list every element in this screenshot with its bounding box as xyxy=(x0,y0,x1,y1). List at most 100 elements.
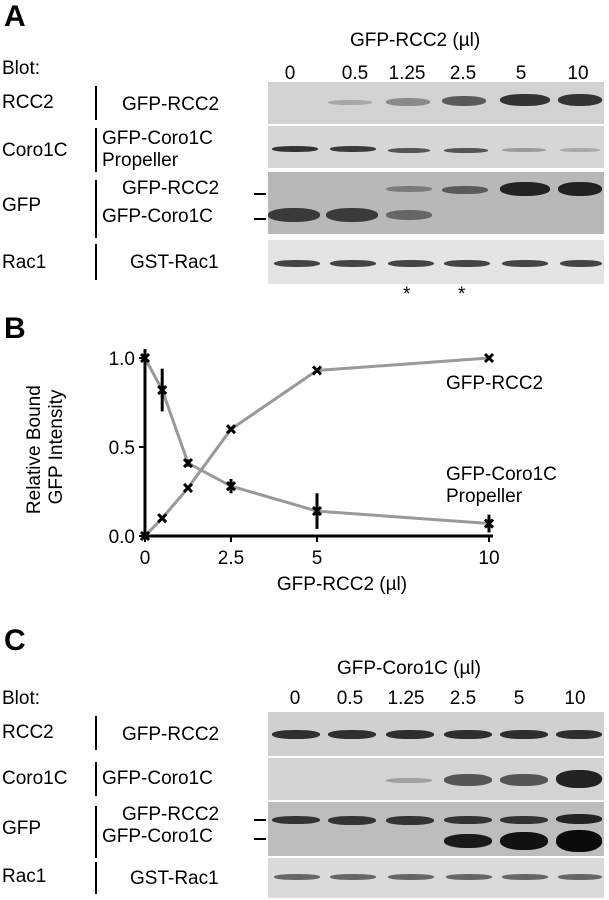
band xyxy=(446,874,492,880)
marker-dash xyxy=(254,819,266,821)
blot-strip-c-coro1c xyxy=(268,758,604,800)
band xyxy=(272,146,318,152)
panel-a-protein-gfp-coro1c: GFP-Coro1C xyxy=(102,206,213,227)
data-point-mark xyxy=(311,365,323,376)
panel-a-lane-label: 0 xyxy=(284,63,296,84)
panel-a-protein-propeller: Propeller xyxy=(102,150,179,171)
blot-strip-a-rcc2 xyxy=(268,82,604,124)
panel-a-lane-label: 5 xyxy=(515,63,527,84)
band xyxy=(502,874,548,880)
band xyxy=(558,94,602,106)
data-point xyxy=(311,365,323,376)
band xyxy=(386,730,434,739)
band xyxy=(556,730,602,739)
separator-line xyxy=(95,86,97,120)
panel-c-letter: C xyxy=(4,624,26,657)
panel-a-blot-rac1: Rac1 xyxy=(2,252,47,273)
y-axis-label-line-1: Relative Bound xyxy=(24,385,45,514)
blot-strip-c-rac1 xyxy=(268,858,604,898)
band xyxy=(268,208,320,222)
band xyxy=(558,182,602,196)
band xyxy=(500,816,548,824)
panel-c-protein-gfp-rcc2: GFP-RCC2 xyxy=(122,724,220,745)
panel-a-protein-gst-rac1: GST-Rac1 xyxy=(130,252,219,273)
band xyxy=(558,874,602,880)
panel-a-blot-gfp: GFP xyxy=(2,195,42,216)
chart-axes: 0.0 0.5 1.0 0 2.5 5 10 xyxy=(109,349,500,569)
band xyxy=(444,260,490,267)
panel-c-lane-label: 5 xyxy=(513,688,525,709)
blot-strip-a-rac1 xyxy=(268,240,604,284)
panel-c-lane-label: 1.25 xyxy=(387,688,425,709)
blot-strip-c-rcc2 xyxy=(268,712,604,756)
y-tick-label: 1.0 xyxy=(109,349,135,370)
data-point-mark xyxy=(225,481,237,492)
data-point xyxy=(139,352,151,364)
panel-c-protein-gst-rac1: GST-Rac1 xyxy=(130,868,219,889)
x-tick-label: 5 xyxy=(312,548,323,569)
separator-line xyxy=(95,806,97,858)
panel-c-lane-label: 0 xyxy=(289,688,301,709)
chart-series xyxy=(139,349,495,542)
band xyxy=(444,730,492,739)
separator-line xyxy=(95,244,97,280)
band xyxy=(274,260,320,267)
blot-strip-a-gfp xyxy=(268,172,604,234)
panel-c-treatment-label: GFP-Coro1C (µl) xyxy=(337,658,481,679)
panel-a-lane-label: 2.5 xyxy=(449,63,477,84)
data-point xyxy=(182,457,194,469)
band xyxy=(556,770,602,788)
data-point xyxy=(225,481,237,492)
band xyxy=(560,148,600,152)
data-point xyxy=(157,513,168,524)
blot-strip-c-gfp xyxy=(268,802,604,856)
band xyxy=(388,874,434,880)
data-point-mark xyxy=(182,482,194,494)
band xyxy=(386,778,432,783)
band xyxy=(556,814,602,824)
panel-a-protein-gfp-rcc2: GFP-RCC2 xyxy=(122,178,220,199)
data-point-mark xyxy=(483,352,495,364)
band xyxy=(500,730,548,739)
band xyxy=(388,148,430,153)
panel-a-protein-gfp-coro1c: GFP-Coro1C xyxy=(102,128,213,149)
band xyxy=(444,148,488,153)
series-line xyxy=(143,357,490,526)
band xyxy=(502,148,546,152)
y-axis-label: Relative Bound GFP Intensity xyxy=(24,380,67,514)
blot-strip-a-coro1c xyxy=(268,126,604,168)
band xyxy=(500,774,548,786)
band xyxy=(442,186,488,194)
band xyxy=(330,874,376,880)
band xyxy=(502,260,548,267)
panel-a-protein-gfp-rcc2: GFP-RCC2 xyxy=(122,94,220,115)
data-point xyxy=(157,384,168,396)
separator-line xyxy=(95,180,97,238)
panel-a-treatment-label: GFP-RCC2 (µl) xyxy=(350,30,481,51)
asterisk-lane-4: * xyxy=(458,284,466,305)
data-point xyxy=(483,518,495,529)
band xyxy=(444,834,492,848)
marker-dash xyxy=(254,838,266,840)
band xyxy=(386,186,432,192)
band xyxy=(386,98,430,106)
separator-line xyxy=(95,862,97,894)
band xyxy=(326,208,378,222)
data-point xyxy=(182,482,194,494)
data-point-mark xyxy=(139,530,151,542)
panel-c-lane-label: 2.5 xyxy=(449,688,477,709)
x-tick-label: 10 xyxy=(478,548,499,569)
data-point xyxy=(483,352,495,364)
panel-c-protein-gfp-rcc2: GFP-RCC2 xyxy=(122,804,220,825)
panel-c-blot-coro1c: Coro1C xyxy=(2,768,68,789)
band xyxy=(274,874,320,880)
separator-line xyxy=(95,128,97,172)
x-tick-label: 0 xyxy=(140,548,151,569)
band xyxy=(388,260,434,267)
y-axis-label-line-2: GFP Intensity xyxy=(46,389,67,504)
marker-dash xyxy=(254,193,266,195)
series-label-line: GFP-RCC2 xyxy=(446,373,543,394)
band xyxy=(330,146,376,152)
panel-a-lane-label: 10 xyxy=(567,63,589,84)
x-axis-label: GFP-RCC2 (µl) xyxy=(277,574,407,595)
